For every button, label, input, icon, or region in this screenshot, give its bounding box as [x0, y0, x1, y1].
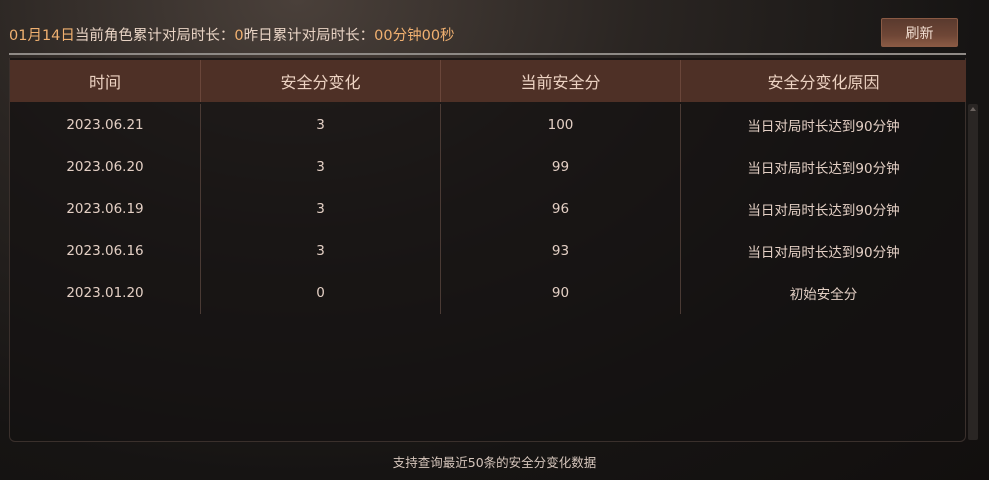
yesterday-value: 00分钟00秒: [374, 28, 455, 44]
cell-time: 2023.01.20: [10, 272, 201, 314]
table-row: 2023.06.20 3 99 当日对局时长达到90分钟: [10, 146, 966, 188]
scroll-up-icon[interactable]: [970, 107, 976, 111]
cell-reason: 当日对局时长达到90分钟: [747, 203, 900, 219]
current-label: 当前角色累计对局时长：: [74, 28, 235, 44]
refresh-button[interactable]: 刷新: [881, 18, 958, 47]
cell-change: 3: [201, 146, 441, 188]
cell-reason: 当日对局时长达到90分钟: [747, 161, 900, 177]
scrollbar[interactable]: [968, 104, 978, 440]
cell-time: 2023.06.20: [10, 146, 201, 188]
header-time: 时间: [10, 60, 201, 102]
cell-change: 3: [201, 104, 441, 146]
cell-current: 100: [441, 104, 681, 146]
score-table: 时间 安全分变化 当前安全分 安全分变化原因 2023.06.21 3 100 当日对…: [9, 58, 966, 442]
header-change: 安全分变化: [201, 60, 441, 102]
cell-current: 93: [441, 230, 681, 272]
cell-change: 3: [201, 188, 441, 230]
divider: [9, 53, 966, 55]
cell-reason: 当日对局时长达到90分钟: [747, 245, 900, 261]
cell-current: 99: [441, 146, 681, 188]
table-row: 2023.01.20 0 90 初始安全分: [10, 272, 966, 314]
cell-reason: 初始安全分: [789, 287, 858, 303]
cell-time: 2023.06.16: [10, 230, 201, 272]
header-current: 当前安全分: [441, 60, 681, 102]
table-row: 2023.06.19 3 96 当日对局时长达到90分钟: [10, 188, 966, 230]
current-value: 0: [234, 28, 244, 44]
yesterday-label: 昨日累计对局时长：: [243, 28, 375, 44]
table-header: 时间 安全分变化 当前安全分 安全分变化原因: [10, 60, 966, 102]
play-time-summary: 01月14日当前角色累计对局时长：0昨日累计对局时长：00分钟00秒: [9, 24, 455, 45]
cell-current: 90: [441, 272, 681, 314]
cell-change: 3: [201, 230, 441, 272]
table-row: 2023.06.21 3 100 当日对局时长达到90分钟: [10, 104, 966, 146]
cell-time: 2023.06.21: [10, 104, 201, 146]
cell-current: 96: [441, 188, 681, 230]
cell-time: 2023.06.19: [10, 188, 201, 230]
date-text: 01月14日: [9, 28, 75, 44]
cell-reason: 当日对局时长达到90分钟: [747, 119, 900, 135]
cell-change: 0: [201, 272, 441, 314]
table-body: 2023.06.21 3 100 当日对局时长达到90分钟 2023.06.20 3 99 当…: [10, 104, 966, 314]
header-reason: 安全分变化原因: [767, 73, 880, 92]
table-row: 2023.06.16 3 93 当日对局时长达到90分钟: [10, 230, 966, 272]
footer-note: 支持查询最近50条的安全分变化数据: [392, 455, 597, 470]
